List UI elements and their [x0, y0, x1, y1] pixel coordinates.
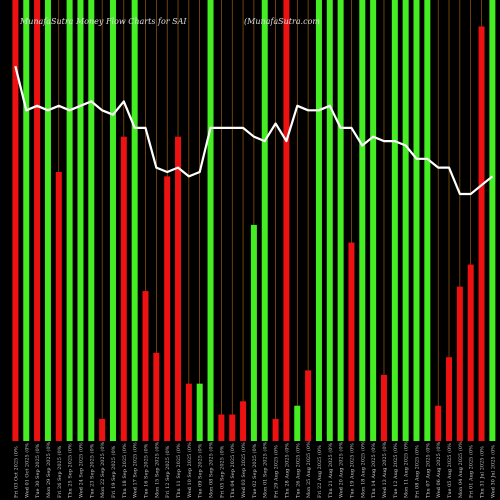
bar-up — [337, 0, 344, 441]
bar-up — [359, 0, 366, 441]
bar-down — [218, 414, 225, 441]
bar-up — [489, 0, 496, 441]
x-tick-label: Thu 14 Aug 2025 (0% — [370, 443, 377, 498]
x-tick-label: Mon 18 Aug 2025 (0% — [359, 441, 366, 498]
x-tick-label: Fri 03 Oct 2025 (0% — [12, 446, 19, 498]
bar-down — [467, 264, 474, 441]
x-tick-label: Tue 12 Aug 2025 (0% — [392, 443, 399, 498]
x-tick-label: Thu 18 Sep 2025 (0% — [121, 443, 128, 498]
bar-up — [77, 0, 84, 441]
bar-down — [380, 374, 387, 441]
x-tick-label: Wed 06 Aug 2025 (0% — [435, 442, 442, 498]
bar-up — [23, 0, 30, 441]
bar-down — [34, 0, 41, 441]
x-tick-label: Tue 19 Aug 2025 (0% — [348, 443, 355, 498]
bar-down — [55, 171, 62, 442]
x-tick-label: Wed 01 Oct 2025 (0% — [23, 443, 30, 498]
bar-down — [99, 418, 106, 441]
x-tick-label: Wed 03 Sep 2025 (0% — [240, 442, 247, 498]
x-tick-label: Mon 22 Sep 2025 (0% — [99, 441, 106, 498]
x-tick-label: Wed 10 Sep 2025 (0% — [186, 442, 193, 498]
bar-down — [456, 286, 463, 441]
bar-up — [196, 383, 203, 441]
x-tick-label: Fri 05 Sep 2025 (0% — [218, 445, 225, 498]
bar-down — [153, 352, 160, 441]
bar-down — [348, 242, 355, 441]
x-tick-label: Thu 28 Aug 2025 (0% — [283, 443, 290, 498]
bar-up — [391, 0, 398, 441]
bar-down — [240, 401, 247, 441]
chart-source: (MunafaSutra.com — [244, 17, 320, 26]
bar-up — [66, 0, 73, 441]
x-tick-label: Mon 01 Sep 2025 (0% — [262, 441, 269, 498]
x-tick-label: Thu 31 Jul 2025 (0% — [479, 446, 486, 498]
bar-up — [88, 0, 95, 441]
bar-down — [164, 176, 171, 441]
bar-up — [424, 0, 431, 441]
x-tick-label: Thu 21 Aug 2025 (0% — [327, 443, 334, 498]
bar-up — [294, 405, 301, 441]
bar-up — [413, 0, 420, 441]
x-tick-label: Mon 11 Aug 2025 (0% — [403, 441, 410, 498]
x-tick-label: Fri 08 Aug 2025 (0% — [414, 445, 421, 498]
bar-down — [142, 291, 149, 441]
x-tick-label: Thu 25 Sep 2025 (0% — [67, 443, 74, 498]
x-tick-label: Wed 13 Aug 2025 (0% — [381, 442, 388, 498]
x-tick-label: Fri 26 Sep 2025 (0% — [56, 445, 63, 498]
bar-up — [131, 0, 138, 441]
bar-down — [175, 136, 182, 441]
bar-up — [109, 0, 116, 441]
x-tick-label: Tue 30 Sep 2025 (0% — [34, 443, 41, 498]
bar-down — [305, 370, 312, 441]
x-tick-label: Mon 04 Aug 2025 (0% — [457, 441, 464, 498]
bar-down — [446, 357, 453, 441]
x-tick-label: Fri 01 Aug 2025 (0% — [468, 445, 475, 498]
x-tick-label: Thu 07 Aug 2025 (0% — [424, 443, 431, 498]
x-tick-label: Tue 09 Sep 2025 (0% — [197, 443, 204, 498]
chart-title: MunafaSutra Money Flow Charts for SAI — [19, 17, 187, 26]
bar-down — [283, 0, 290, 441]
x-tick-label: Tue 26 Aug 2025 (0% — [294, 443, 301, 498]
x-tick-label: Wed 20 Aug 2025 (0% — [338, 442, 345, 498]
x-tick-label: Mon 29 Sep 2025 (0% — [45, 441, 52, 498]
x-tick-label: Wed 24 Sep 2025 (0% — [77, 442, 84, 498]
x-tick-label: Wed 17 Sep 2025 (0% — [132, 442, 139, 498]
x-tick-labels: Fri 03 Oct 2025 (0% Wed 01 Oct 2025 (0% Tu… — [12, 441, 496, 498]
bar-up — [250, 224, 257, 441]
bar-down — [478, 26, 485, 442]
x-tick-label: Tue 23 Sep 2025 (0% — [88, 443, 95, 498]
x-tick-label: Mon 25 Aug 2025 (0% — [305, 441, 312, 498]
bar-up — [44, 0, 51, 441]
x-tick-label: Fri 22 Aug 2025 (0% — [316, 445, 323, 498]
x-tick-label: Thu 11 Sep 2025 (0% — [175, 443, 182, 498]
bar-up — [326, 0, 333, 441]
bar-down — [435, 405, 442, 441]
x-tick-label: Tue 02 Sep 2025 (0% — [251, 443, 258, 498]
x-tick-label: Fri 12 Sep 2025 (0% — [164, 445, 171, 498]
bar-down — [272, 418, 279, 441]
money-flow-line — [14, 65, 494, 196]
bar-down — [229, 414, 236, 441]
bar-up — [370, 0, 377, 441]
x-tick-label: Mon 15 Sep 2025 (0% — [153, 441, 160, 498]
bar-up — [315, 0, 322, 441]
bar-series — [12, 0, 496, 442]
bar-down — [185, 383, 192, 441]
x-tick-label: Tue 16 Sep 2025 (0% — [143, 443, 150, 498]
bar-up — [261, 0, 268, 441]
bar-up — [402, 0, 409, 441]
bar-down — [12, 0, 19, 441]
bar-up — [207, 0, 214, 441]
x-tick-label: Thu 04 Sep 2025 (0% — [229, 443, 236, 498]
x-tick-label: Fri 19 Sep 2025 (0% — [110, 445, 117, 498]
x-tick-label: Mon 08 Sep 2025 (0% — [208, 441, 215, 498]
x-tick-label: Fri 29 Aug 2025 (0% — [273, 445, 280, 498]
bar-down — [120, 136, 127, 441]
x-tick-label: Tue 05 Aug 2025 (0% — [446, 443, 453, 498]
x-tick-label: Wed 30 Jul 2025 (0% — [489, 445, 496, 498]
